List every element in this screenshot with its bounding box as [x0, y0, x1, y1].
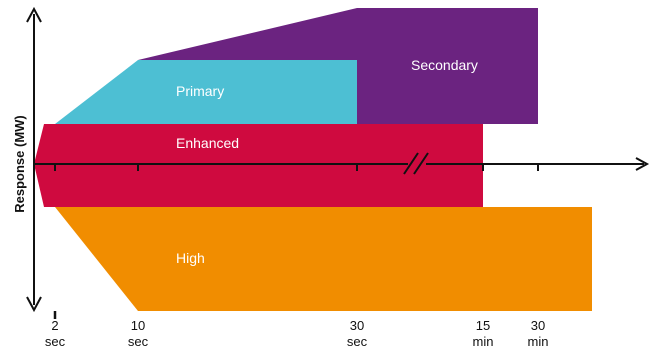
tick-label-unit: sec [128, 334, 149, 349]
primary-region [55, 60, 357, 124]
tick-label-value: 30 [531, 318, 545, 333]
tick-labels: 2 sec 10 sec 30 sec 15 min 30 min [45, 318, 549, 349]
tick-label-value: 30 [350, 318, 364, 333]
tick-label-value: 15 [476, 318, 490, 333]
x-axis [34, 157, 650, 171]
high-label: High [176, 250, 205, 266]
y-axis-label: Response (MW) [12, 115, 27, 213]
tick-label-value: 2 [51, 318, 58, 333]
axis-break-icon [403, 152, 429, 175]
secondary-label: Secondary [411, 57, 478, 73]
tick-label-value: 10 [131, 318, 145, 333]
primary-label: Primary [176, 83, 224, 99]
tick-label-unit: min [528, 334, 549, 349]
tick-label-unit: sec [347, 334, 368, 349]
enhanced-label: Enhanced [176, 135, 239, 151]
enhanced-region [34, 124, 483, 207]
secondary-region [138, 8, 538, 124]
tick-label-unit: sec [45, 334, 66, 349]
axis-ticks [54, 164, 539, 171]
tick-label-unit: min [473, 334, 494, 349]
y-axis [26, 6, 42, 313]
high-region [55, 207, 592, 311]
